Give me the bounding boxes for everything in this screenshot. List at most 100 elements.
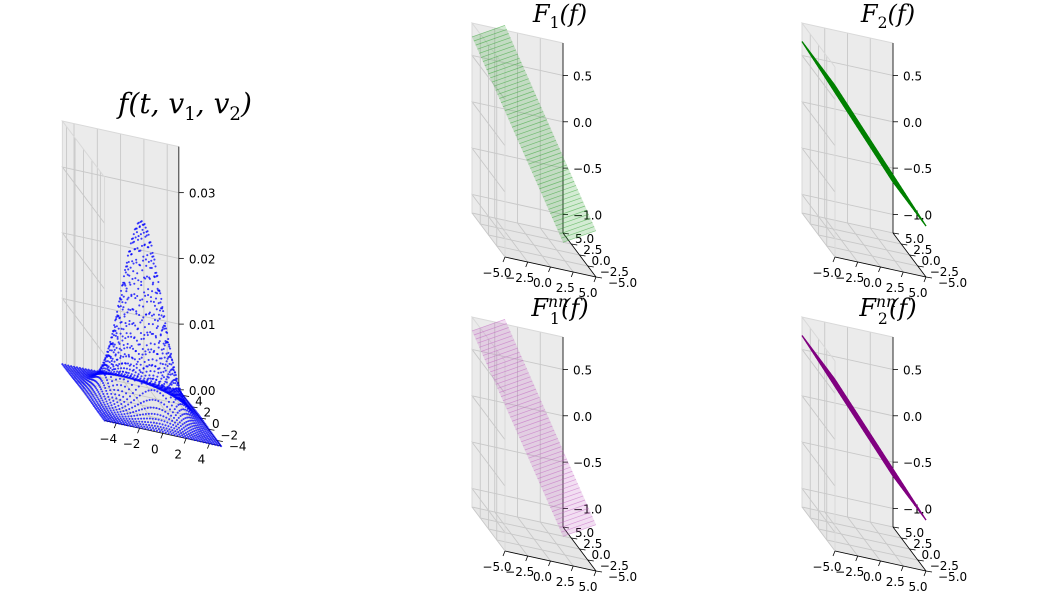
data-point (125, 324, 128, 328)
data-point (102, 367, 105, 370)
x-tick-label: 0.0 (863, 276, 882, 290)
data-point (111, 343, 114, 346)
data-point (112, 372, 115, 375)
data-point (113, 403, 116, 406)
data-point (188, 429, 191, 432)
data-point (179, 403, 182, 406)
data-point (165, 360, 168, 363)
data-point (116, 370, 119, 373)
data-point (170, 414, 173, 417)
data-point (196, 431, 199, 434)
data-point (143, 333, 146, 336)
data-point (133, 379, 136, 382)
title-part: (f) (887, 0, 915, 28)
data-point (138, 304, 141, 307)
data-point (159, 392, 162, 395)
data-point (172, 423, 175, 427)
data-point (184, 425, 187, 428)
data-point (89, 395, 92, 398)
data-point (158, 290, 161, 293)
z-tick-label: 0.0 (903, 410, 922, 424)
x-tick (137, 428, 140, 434)
data-point (130, 383, 133, 387)
title-part: (t, v (128, 87, 184, 120)
surface-line (475, 327, 509, 340)
data-point (195, 426, 199, 429)
data-point (180, 419, 183, 422)
data-point (191, 425, 194, 428)
data-point (168, 345, 171, 348)
data-point (164, 410, 167, 413)
data-point (140, 244, 144, 247)
data-point (141, 223, 144, 226)
data-point (126, 374, 129, 377)
data-point (198, 420, 201, 423)
data-point (140, 284, 143, 287)
y-tick (562, 232, 570, 235)
data-point (135, 420, 138, 423)
data-point (169, 430, 172, 433)
data-point (134, 350, 137, 353)
data-point (86, 391, 89, 394)
data-point (106, 366, 109, 369)
title-part: 1 (550, 14, 560, 32)
data-point (148, 277, 151, 280)
data-point (121, 423, 124, 426)
data-point (138, 313, 141, 317)
x-tick-label: 4 (198, 453, 206, 467)
x-tick-label: −2.5 (835, 271, 864, 285)
data-point (157, 302, 160, 305)
data-point (133, 422, 136, 425)
data-point (167, 343, 171, 346)
data-point (121, 335, 124, 338)
data-point (141, 371, 144, 374)
data-point (151, 358, 154, 361)
data-point (155, 378, 158, 381)
data-point (145, 399, 148, 402)
data-point (103, 374, 106, 377)
data-point (131, 417, 134, 421)
data-point (186, 413, 190, 416)
data-point (128, 368, 131, 371)
data-point (154, 381, 157, 384)
data-point (129, 346, 132, 349)
y-tick (901, 243, 908, 246)
data-point (202, 427, 205, 430)
data-point (139, 423, 142, 426)
data-point (152, 377, 155, 380)
data-point (111, 413, 114, 416)
data-point (203, 438, 206, 441)
data-point (151, 251, 154, 254)
data-point (123, 315, 126, 318)
data-point (137, 279, 140, 282)
data-point (171, 392, 174, 395)
data-point (172, 401, 175, 404)
surface-line (521, 135, 555, 149)
data-point (160, 357, 163, 360)
data-point (126, 311, 129, 314)
data-point (114, 420, 117, 423)
z-tick-label: 0.5 (573, 363, 592, 377)
data-point (110, 336, 113, 339)
data-point (194, 432, 197, 435)
data-point (138, 225, 141, 228)
data-point (134, 277, 137, 280)
data-point (93, 402, 96, 405)
x-tick-label: 0.0 (533, 276, 552, 290)
data-point (112, 365, 115, 368)
data-point (86, 395, 89, 398)
surface-line (544, 483, 578, 496)
data-point (112, 414, 115, 418)
data-point (137, 343, 140, 346)
surface-line (542, 185, 577, 198)
data-point (117, 421, 120, 424)
data-point (129, 283, 132, 286)
data-point (110, 418, 113, 421)
data-point (106, 360, 109, 363)
surface-line (508, 107, 542, 120)
data-point (153, 370, 156, 373)
data-point (96, 402, 99, 405)
data-point (97, 403, 100, 407)
data-point (174, 398, 177, 401)
data-point (108, 372, 111, 375)
